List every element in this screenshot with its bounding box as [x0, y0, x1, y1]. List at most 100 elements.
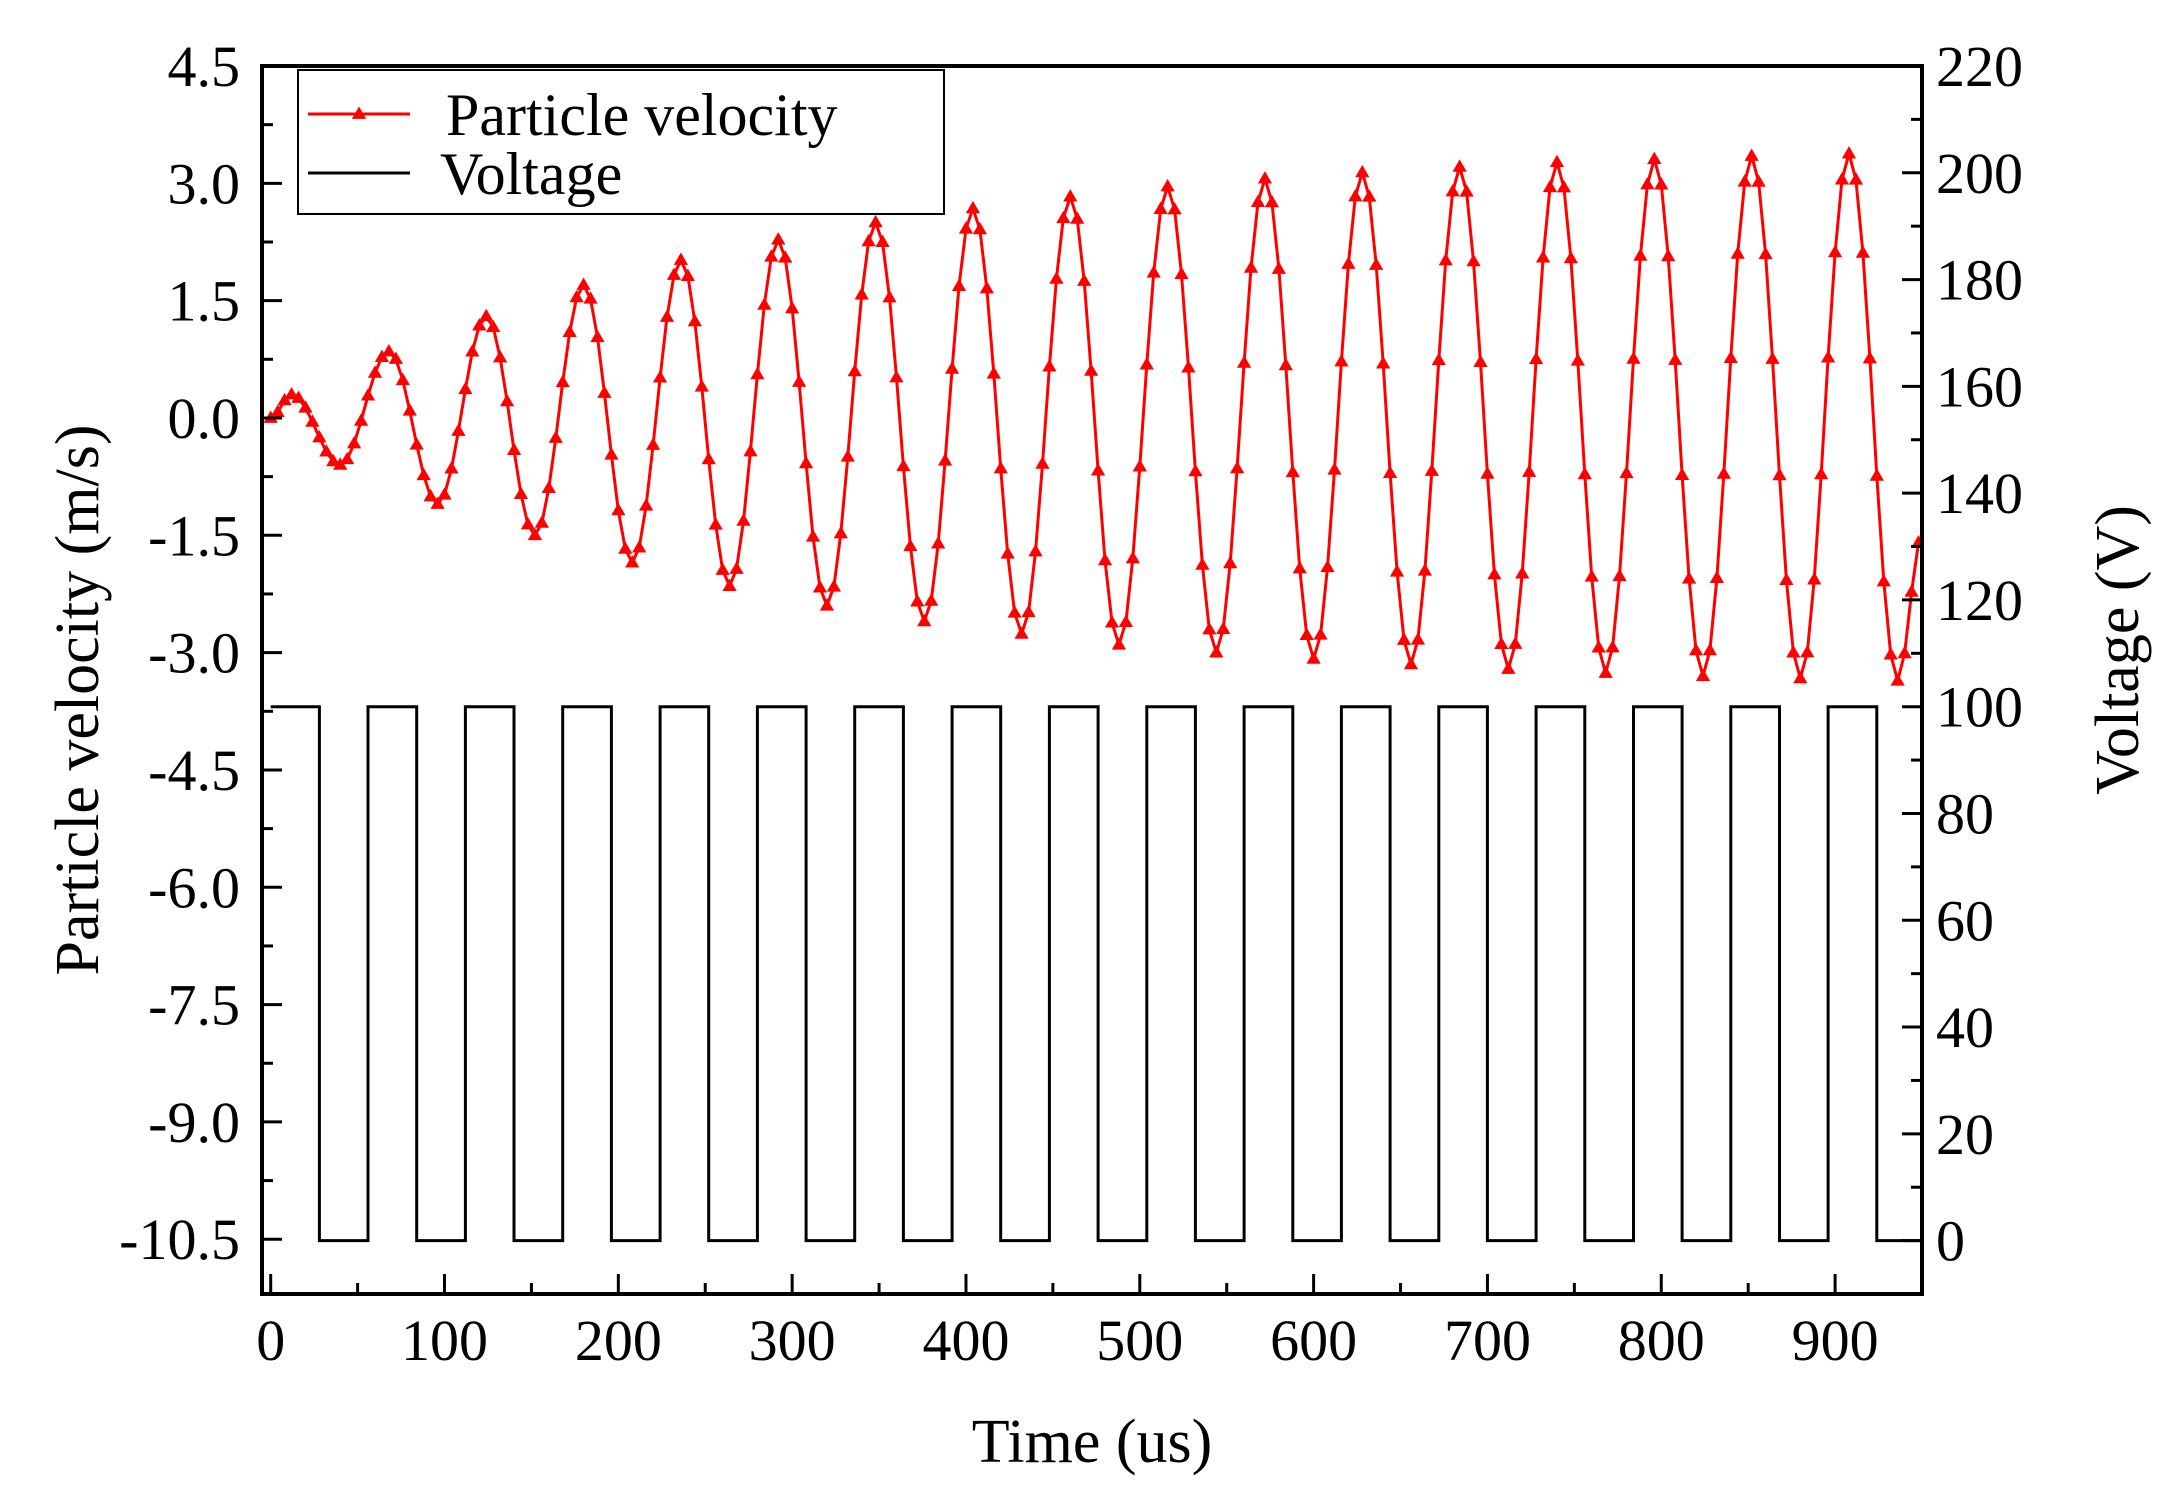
velocity-marker — [1438, 253, 1453, 266]
velocity-marker — [986, 366, 1001, 379]
left-y-tick-label: 4.5 — [168, 34, 241, 99]
velocity-marker — [1181, 360, 1196, 373]
left-y-tick-label: -9.0 — [148, 1090, 240, 1155]
legend-voltage-label: Voltage — [440, 141, 622, 207]
right-y-tick-label: 220 — [1936, 34, 2023, 99]
velocity-marker — [1661, 248, 1676, 262]
velocity-marker — [1035, 456, 1050, 469]
right-y-axis-title: Voltage (V) — [2084, 505, 2152, 795]
velocity-marker — [1431, 352, 1446, 366]
velocity-marker — [1542, 179, 1558, 193]
velocity-marker — [1403, 656, 1419, 670]
velocity-marker — [1633, 248, 1648, 261]
velocity-marker — [1341, 256, 1356, 269]
velocity-marker — [826, 579, 841, 592]
velocity-marker — [1814, 466, 1829, 480]
velocity-marker — [569, 289, 584, 303]
right-y-tick-label: 120 — [1936, 568, 2023, 633]
velocity-marker — [1549, 154, 1565, 168]
velocity-marker — [1786, 645, 1801, 658]
velocity-marker — [360, 388, 376, 401]
velocity-marker — [1396, 632, 1412, 645]
velocity-marker — [1897, 645, 1912, 659]
velocity-marker — [1278, 357, 1293, 371]
velocity-marker — [1320, 559, 1335, 573]
velocity-marker — [868, 214, 883, 228]
velocity-marker — [1063, 189, 1078, 202]
velocity-marker — [1389, 564, 1405, 577]
velocity-marker — [805, 529, 821, 542]
velocity-marker — [979, 280, 994, 294]
velocity-marker — [1904, 584, 1919, 597]
velocity-marker — [1848, 172, 1864, 185]
right-y-tick-label: 100 — [1936, 675, 2023, 740]
velocity-marker — [743, 443, 758, 457]
velocity-marker — [1563, 250, 1579, 264]
velocity-marker — [1716, 466, 1731, 479]
velocity-marker — [1188, 463, 1203, 477]
velocity-marker — [1487, 567, 1502, 580]
velocity-marker — [1042, 359, 1057, 372]
velocity-marker — [444, 461, 459, 474]
velocity-marker — [680, 268, 695, 282]
velocity-marker — [861, 233, 876, 247]
velocity-marker — [1362, 189, 1377, 202]
velocity-marker — [1021, 604, 1036, 618]
velocity-marker — [1709, 570, 1725, 584]
velocity-marker — [757, 297, 772, 310]
velocity-marker — [1869, 468, 1884, 481]
velocity-marker — [736, 513, 751, 526]
x-tick-label: 100 — [401, 1308, 488, 1373]
velocity-marker — [1167, 202, 1182, 215]
velocity-marker — [347, 436, 362, 449]
velocity-marker — [1522, 464, 1537, 477]
velocity-marker — [479, 308, 494, 322]
x-tick-label: 900 — [1792, 1308, 1879, 1373]
velocity-marker — [625, 555, 640, 568]
velocity-marker — [833, 526, 848, 539]
velocity-marker — [1369, 257, 1384, 270]
velocity-marker — [353, 413, 369, 426]
voltage-series-line — [270, 705, 1922, 1243]
velocity-marker — [1515, 566, 1530, 579]
velocity-marker — [1264, 194, 1280, 208]
velocity-marker — [374, 349, 390, 362]
velocity-marker — [388, 351, 403, 364]
velocity-marker — [1800, 644, 1815, 658]
velocity-marker — [1417, 563, 1432, 576]
velocity-marker — [284, 387, 299, 400]
velocity-marker — [944, 361, 960, 374]
velocity-marker — [1452, 159, 1467, 172]
velocity-marker — [1528, 351, 1544, 365]
velocity-marker — [1000, 546, 1015, 559]
x-tick-label: 500 — [1096, 1308, 1183, 1373]
velocity-marker — [1292, 560, 1307, 574]
velocity-marker — [1793, 670, 1808, 684]
velocity-marker — [1737, 174, 1752, 187]
velocity-marker — [1445, 184, 1460, 197]
velocity-marker — [652, 370, 668, 383]
legend-velocity-label: Particle velocity — [446, 82, 838, 148]
left-y-tick-label: -1.5 — [148, 503, 240, 568]
velocity-marker — [694, 379, 709, 392]
velocity-marker — [381, 343, 397, 357]
velocity-marker — [715, 562, 730, 575]
velocity-marker — [1911, 535, 1922, 548]
velocity-marker — [618, 541, 633, 554]
velocity-marker — [1424, 463, 1439, 476]
x-tick-label: 700 — [1444, 1308, 1531, 1373]
velocity-marker — [319, 444, 334, 457]
velocity-marker — [993, 460, 1008, 474]
velocity-marker — [1195, 557, 1210, 570]
velocity-marker — [1640, 177, 1655, 190]
velocity-marker — [764, 249, 779, 262]
velocity-marker — [1090, 463, 1106, 476]
velocity-marker — [576, 277, 591, 290]
velocity-marker — [583, 291, 598, 304]
velocity-marker — [1647, 151, 1662, 164]
velocity-marker — [416, 467, 431, 481]
left-y-tick-label: -3.0 — [148, 621, 240, 686]
velocity-marker — [1473, 354, 1488, 367]
right-y-tick-label: 0 — [1936, 1209, 1965, 1274]
